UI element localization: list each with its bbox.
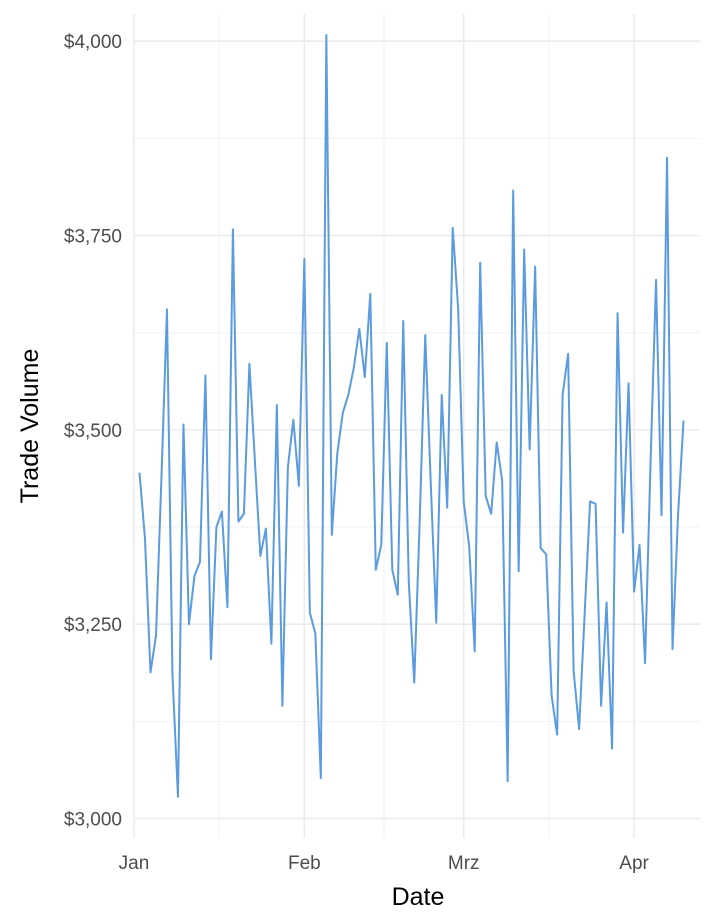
x-tick-label: Feb [288,853,321,874]
x-tick-label: Apr [619,853,649,874]
y-axis-title: Trade Volume [16,349,44,504]
x-tick-label: Jan [119,853,150,874]
x-axis-tick-labels: Jan Feb Mrz Apr [119,853,650,874]
y-tick-label: $3,250 [64,615,122,636]
y-tick-label: $3,500 [64,421,122,442]
x-axis-title: Date [392,883,445,911]
minor-gridlines [134,14,700,838]
y-axis-tick-labels: $3,000 $3,250 $3,500 $3,750 $4,000 [64,32,122,830]
trade-volume-line [138,33,685,798]
y-tick-label: $3,000 [64,810,122,831]
x-tick-label: Mrz [448,853,480,874]
y-tick-label: $3,750 [64,227,122,248]
y-tick-label: $4,000 [64,32,122,53]
major-gridlines [133,14,700,838]
